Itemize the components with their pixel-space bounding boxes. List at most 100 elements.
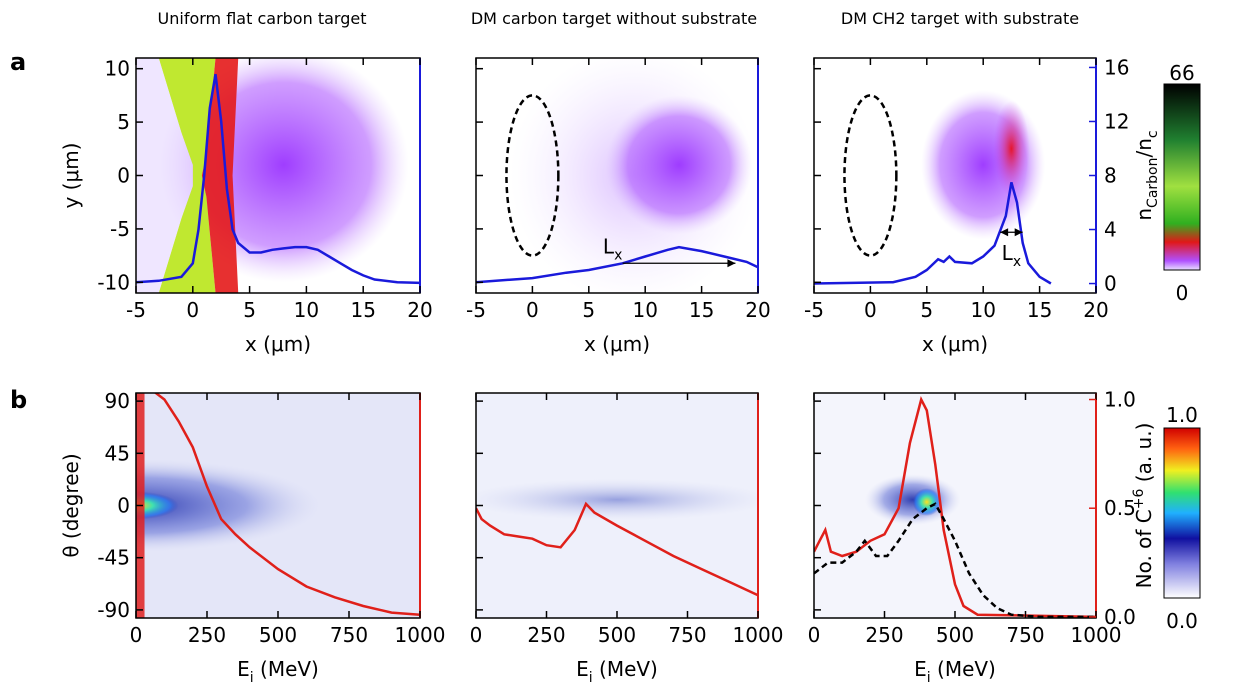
label-part: E bbox=[237, 657, 250, 681]
series-line bbox=[814, 396, 1096, 618]
plot-area bbox=[814, 90, 1052, 285]
density-blob bbox=[605, 95, 753, 235]
arrow-head bbox=[727, 259, 736, 268]
panel: -5 0 5 10 15 20 x (μm) Lx bbox=[466, 57, 771, 356]
y2-tick-label: 0.0 bbox=[1104, 605, 1136, 629]
x-axis-label: Ei (MeV) bbox=[576, 657, 658, 686]
y2-tick-label: 0 bbox=[1104, 272, 1117, 296]
density-band bbox=[158, 58, 216, 293]
panel: 0 250 500 750 1000 Ei (MeV) 0.0 0.5 1.0 No. of C+… bbox=[808, 388, 1156, 686]
x-tick-label: 5 bbox=[582, 298, 595, 322]
x-tick-label: 750 bbox=[668, 623, 706, 647]
series-line bbox=[153, 393, 420, 616]
label-part: (MeV) bbox=[593, 657, 658, 681]
y-tick-label: 90 bbox=[105, 389, 130, 413]
x-tick-label: 10 bbox=[294, 298, 319, 322]
x-tick-label: 0 bbox=[470, 623, 483, 647]
x-tick-label: 15 bbox=[350, 298, 375, 322]
x-tick-label: 250 bbox=[188, 623, 226, 647]
x-tick-label: 250 bbox=[865, 623, 903, 647]
x-tick-label: 1000 bbox=[1071, 623, 1122, 647]
arrow-head bbox=[1000, 228, 1009, 237]
x-axis-label: Ei (MeV) bbox=[914, 657, 996, 686]
x-tick-label: 0 bbox=[864, 298, 877, 322]
density-blob bbox=[864, 474, 961, 526]
x-tick-label: 500 bbox=[259, 623, 297, 647]
x-tick-label: 0 bbox=[186, 298, 199, 322]
panel: -5 0 5 10 15 20 x (μm) 0 4 8 12 16 nCarbon/nc Lx bbox=[804, 55, 1161, 356]
x-axis-label: Ei (MeV) bbox=[237, 657, 319, 686]
label-part: L bbox=[603, 234, 615, 258]
y2-axis-label: nCarbon/nc bbox=[1132, 130, 1161, 220]
y-tick-label: 10 bbox=[105, 57, 130, 81]
x-tick-label: 250 bbox=[527, 623, 565, 647]
y2-tick-label: 4 bbox=[1104, 218, 1117, 242]
density-core bbox=[136, 491, 179, 520]
y-tick-label: -5 bbox=[110, 217, 130, 241]
x-tick-label: 20 bbox=[407, 298, 432, 322]
label-part: c bbox=[1145, 130, 1161, 138]
x-tick-label: 750 bbox=[330, 623, 368, 647]
plot-area bbox=[814, 393, 1096, 618]
x-tick-label: 10 bbox=[970, 298, 995, 322]
label-part: /n bbox=[1132, 138, 1156, 157]
x-tick-label: 0 bbox=[808, 623, 821, 647]
label-part: i bbox=[589, 670, 593, 686]
y2-tick-label: 0.5 bbox=[1104, 496, 1136, 520]
colorbar-label: 1.0 bbox=[1166, 403, 1198, 427]
annotation: Lx bbox=[1002, 241, 1021, 270]
series-line bbox=[476, 245, 758, 284]
x-tick-label: 20 bbox=[745, 298, 770, 322]
label-part: +6 bbox=[1131, 488, 1147, 509]
y-axis-label: y (μm) bbox=[59, 142, 83, 208]
y2-tick-label: 12 bbox=[1104, 109, 1129, 133]
x-tick-label: 15 bbox=[1027, 298, 1052, 322]
plot-area bbox=[136, 58, 420, 293]
arrow-head bbox=[1014, 228, 1023, 237]
x-tick-label: 500 bbox=[598, 623, 636, 647]
label-part: (MeV) bbox=[931, 657, 996, 681]
colorbar bbox=[1163, 427, 1201, 599]
x-tick-label: 750 bbox=[1006, 623, 1044, 647]
y-axis-label: θ (degree) bbox=[59, 453, 83, 557]
label-part: E bbox=[914, 657, 927, 681]
x-tick-label: 5 bbox=[243, 298, 256, 322]
label-part: Carbon bbox=[1145, 158, 1161, 208]
y2-tick-label: 8 bbox=[1104, 164, 1117, 188]
series-line bbox=[476, 501, 758, 597]
panel-label: b bbox=[10, 386, 27, 414]
x-tick-label: 0 bbox=[130, 623, 143, 647]
colorbar-label: 0.0 bbox=[1166, 609, 1198, 633]
x-tick-label: 1000 bbox=[733, 623, 784, 647]
colorbar bbox=[1163, 83, 1201, 271]
y2-tick-label: 1.0 bbox=[1104, 388, 1136, 412]
plot-area bbox=[476, 393, 758, 618]
x-tick-label: 20 bbox=[1083, 298, 1108, 322]
y2-axis-label: No. of C+6 (a. u.) bbox=[1131, 423, 1156, 589]
label-part: (MeV) bbox=[254, 657, 319, 681]
y2-tick-label: 16 bbox=[1104, 55, 1129, 79]
annotation: Lx bbox=[603, 234, 622, 263]
density-peak bbox=[993, 100, 1030, 197]
y-tick-label: 0 bbox=[117, 494, 130, 518]
x-tick-label: -5 bbox=[804, 298, 824, 322]
label-part: n bbox=[1132, 208, 1156, 221]
x-axis-label: x (μm) bbox=[584, 332, 650, 356]
target-outline bbox=[843, 94, 898, 257]
x-tick-label: 10 bbox=[632, 298, 657, 322]
label-part: x bbox=[1013, 254, 1021, 270]
label-part: E bbox=[576, 657, 589, 681]
column-title: DM carbon target without substrate bbox=[471, 9, 757, 28]
label-part: L bbox=[1002, 241, 1014, 265]
x-tick-label: 1000 bbox=[395, 623, 446, 647]
column-title: Uniform flat carbon target bbox=[158, 9, 367, 28]
colorbar-label: 0 bbox=[1176, 281, 1189, 305]
density-core bbox=[912, 488, 941, 516]
panel: 0 250 500 750 1000 Ei (MeV) bbox=[470, 392, 784, 686]
panel: -5 0 5 10 15 20 x (μm) -10 -5 0 5 10 y (μm) bbox=[59, 57, 433, 356]
label-part: (a. u.) bbox=[1132, 423, 1156, 489]
plot-area bbox=[476, 58, 758, 293]
x-tick-label: 15 bbox=[689, 298, 714, 322]
